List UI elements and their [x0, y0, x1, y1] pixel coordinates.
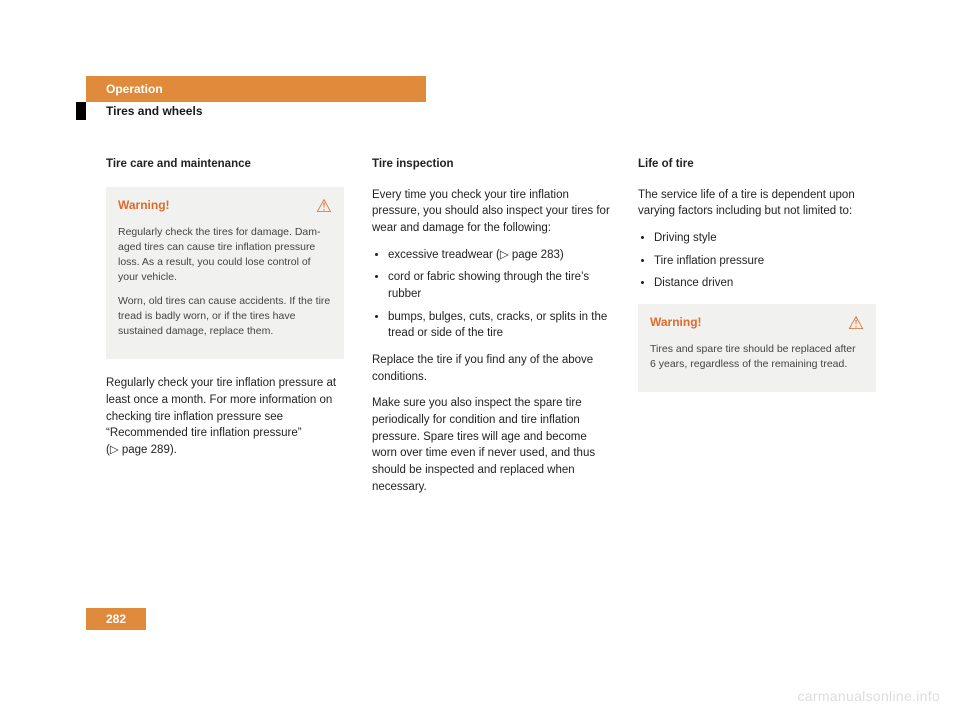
col2-heading: Tire inspection	[372, 156, 610, 173]
subsection-title: Tires and wheels	[106, 104, 203, 118]
warning-header: Warning! ⚠	[638, 304, 876, 338]
warning-header: Warning! ⚠	[106, 187, 344, 221]
warning-body: Regularly check the tires for damage. Da…	[106, 221, 344, 360]
body-paragraph: Make sure you also inspect the spare tir…	[372, 395, 610, 495]
warning-box-2: Warning! ⚠ Tires and spare tire should b…	[638, 304, 876, 392]
warning-box-1: Warning! ⚠ Regularly check the tires for…	[106, 187, 344, 360]
section-title: Operation	[86, 76, 426, 102]
page-number-badge: 282	[86, 608, 146, 630]
column-2: Tire inspection Every time you check you…	[372, 156, 610, 505]
warning-label: Warning!	[650, 314, 702, 331]
manual-page: Operation Tires and wheels Tire care and…	[0, 0, 960, 720]
list-item: Distance driven	[654, 275, 876, 292]
body-paragraph: Regularly check your tire inflation pres…	[106, 375, 344, 458]
col1-heading: Tire care and maintenance	[106, 156, 344, 173]
section-header-bar: Operation	[86, 76, 426, 102]
warning-text: Regularly check the tires for damage. Da…	[118, 225, 332, 286]
warning-label: Warning!	[118, 197, 170, 214]
warning-icon: ⚠	[316, 197, 332, 215]
body-paragraph: Every time you check your tire inflation…	[372, 187, 610, 237]
column-1: Tire care and maintenance Warning! ⚠ Reg…	[106, 156, 344, 505]
list-item: excessive treadwear (▷ page 283)	[388, 247, 610, 264]
watermark-text: carmanualsonline.info	[798, 688, 941, 704]
list-item: Driving style	[654, 230, 876, 247]
warning-body: Tires and spare tire should be replaced …	[638, 338, 876, 392]
warning-text: Tires and spare tire should be replaced …	[650, 342, 864, 372]
col3-heading: Life of tire	[638, 156, 876, 173]
bullet-list: Driving style Tire inflation pressure Di…	[638, 230, 876, 292]
column-3: Life of tire The service life of a tire …	[638, 156, 876, 505]
bullet-list: excessive treadwear (▷ page 283) cord or…	[372, 247, 610, 342]
warning-icon: ⚠	[848, 314, 864, 332]
list-item: Tire inflation pressure	[654, 253, 876, 270]
body-paragraph: Replace the tire if you find any of the …	[372, 352, 610, 385]
body-paragraph: The service life of a tire is dependent …	[638, 187, 876, 220]
content-columns: Tire care and maintenance Warning! ⚠ Reg…	[106, 156, 876, 505]
header-tab-marker	[76, 102, 86, 120]
list-item: cord or fabric showing through the tire’…	[388, 269, 610, 302]
list-item: bumps, bulges, cuts, cracks, or splits i…	[388, 309, 610, 342]
warning-text: Worn, old tires can cause accidents. If …	[118, 294, 332, 340]
